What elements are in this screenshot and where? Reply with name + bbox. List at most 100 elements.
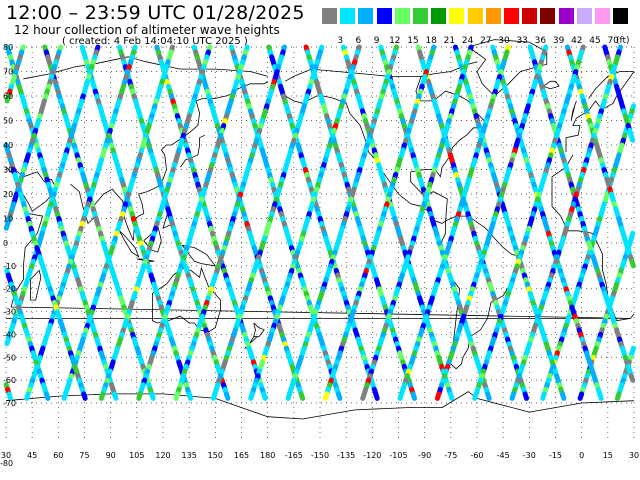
longitude-label: 105: [129, 451, 144, 460]
altimeter-track-segment: [614, 391, 622, 401]
legend-label: 33: [516, 36, 528, 46]
legend-swatch: [504, 8, 519, 24]
longitude-label: -45: [497, 451, 510, 460]
latitude-label: 80: [3, 43, 13, 52]
coastline: [253, 322, 265, 338]
altimeter-track-segment: [186, 391, 194, 401]
page-title: 12:00 – 23:59 UTC 01/28/2025: [6, 2, 305, 24]
longitude-label: 45: [27, 451, 37, 460]
legend-swatch: [613, 8, 629, 24]
legend-swatch: [340, 8, 356, 24]
latitude-label: 70: [3, 68, 13, 77]
coastline: [5, 391, 635, 420]
longitude-label: -135: [337, 451, 355, 460]
altimeter-track-segment: [81, 391, 88, 401]
longitude-label: 0: [579, 451, 584, 460]
altimeter-track-segment: [4, 93, 11, 104]
bottom-latitude-label: -80: [0, 459, 14, 468]
legend-label: 39: [552, 36, 565, 46]
legend-swatch: [431, 8, 447, 24]
altimeter-track-segment: [522, 391, 529, 401]
latitude-label: 30: [3, 166, 13, 175]
latitude-label: -60: [3, 376, 16, 385]
longitude-label: 165: [234, 451, 249, 460]
latitude-label: -10: [3, 262, 16, 271]
legend-swatch: [558, 8, 574, 24]
longitude-label: 60: [53, 451, 63, 460]
legend-swatch: [322, 8, 337, 24]
legend-label: 21: [443, 36, 456, 46]
altimeter-track-segment: [210, 391, 218, 401]
longitude-label: -165: [285, 451, 303, 460]
altimeter-track-segment: [223, 391, 231, 401]
longitude-label: -90: [418, 451, 431, 460]
longitude-label: 90: [106, 451, 116, 460]
latitude-label: -70: [3, 399, 16, 408]
latitude-label: -40: [3, 330, 16, 339]
legend-swatch: [540, 8, 556, 24]
coastline: [565, 71, 635, 153]
latitude-label: -30: [3, 308, 16, 317]
altimeter-track-segment: [410, 391, 417, 401]
altimeter-track-segment: [485, 391, 492, 401]
altimeter-track-segment: [373, 391, 380, 401]
legend-swatch: [595, 8, 610, 24]
altimeter-track-segment: [628, 373, 636, 383]
altimeter-track-segment: [3, 220, 11, 231]
legend-label: 15: [407, 36, 419, 46]
legend-label: 27: [480, 36, 492, 46]
legend-swatch: [413, 8, 428, 24]
altimeter-track-segment: [24, 391, 31, 401]
altimeter-track-segment: [6, 391, 13, 401]
legend-label: 36: [534, 36, 547, 46]
coastline: [181, 244, 217, 267]
coastline: [23, 56, 268, 80]
altimeter-track-segment: [397, 391, 404, 401]
altimeter-track-segment: [173, 391, 180, 401]
legend-swatch: [576, 8, 592, 24]
legend-label: 6: [355, 36, 362, 46]
altimeter-track-segment: [577, 391, 585, 401]
longitude-label: 120: [155, 451, 170, 460]
altimeter-track-segment: [43, 391, 51, 401]
legend-unit: (ft): [616, 36, 630, 46]
altimeter-track-segment: [149, 391, 156, 401]
legend-swatch: [394, 8, 410, 24]
legend-label: 3: [337, 36, 344, 46]
longitude-labels: 30 45 60 75 90 105 120 135 150 165 180 -165 -150 -135…: [1, 451, 639, 460]
coastline: [119, 230, 140, 258]
altimeter-track-segment: [248, 391, 255, 401]
altimeter-track-segment: [509, 391, 516, 401]
longitude-label: 30: [1, 451, 11, 460]
longitude-label: 75: [79, 451, 89, 460]
created-timestamp: ( created: 4 Feb 14:04:10 UTC 2025 ): [62, 36, 248, 47]
altimeter-track-segment: [559, 391, 567, 401]
longitude-label: 15: [603, 451, 613, 460]
altimeter-track-segment: [261, 391, 268, 401]
legend-swatch: [449, 8, 465, 24]
altimeter-track-segment: [98, 391, 106, 401]
legend-swatch: [485, 8, 501, 24]
altimeter-track-segment: [298, 391, 306, 401]
altimeter-track-segment: [111, 391, 119, 401]
longitude-label: -60: [470, 451, 483, 460]
page-subtitle: 12 hour collection of altimeter wave hei…: [14, 23, 280, 37]
altimeter-track-segment: [322, 391, 330, 401]
altimeter-track-segment: [4, 336, 11, 347]
altimeter-track-segment: [61, 391, 69, 401]
altimeter-track-segment: [335, 391, 343, 401]
longitude-label: 30: [629, 451, 639, 460]
coastline: [588, 71, 634, 99]
altimeter-track-segment: [434, 391, 442, 401]
altimeter-tracks: [3, 44, 637, 401]
coastline: [543, 80, 560, 90]
longitude-label: -75: [444, 451, 457, 460]
longitude-label: 180: [260, 451, 275, 460]
altimeter-track-segment: [628, 132, 636, 143]
altimeter-track-segment: [629, 258, 636, 269]
longitude-label: 135: [182, 451, 197, 460]
latitude-label: 50: [3, 117, 13, 126]
legend-label: 45: [589, 36, 601, 46]
